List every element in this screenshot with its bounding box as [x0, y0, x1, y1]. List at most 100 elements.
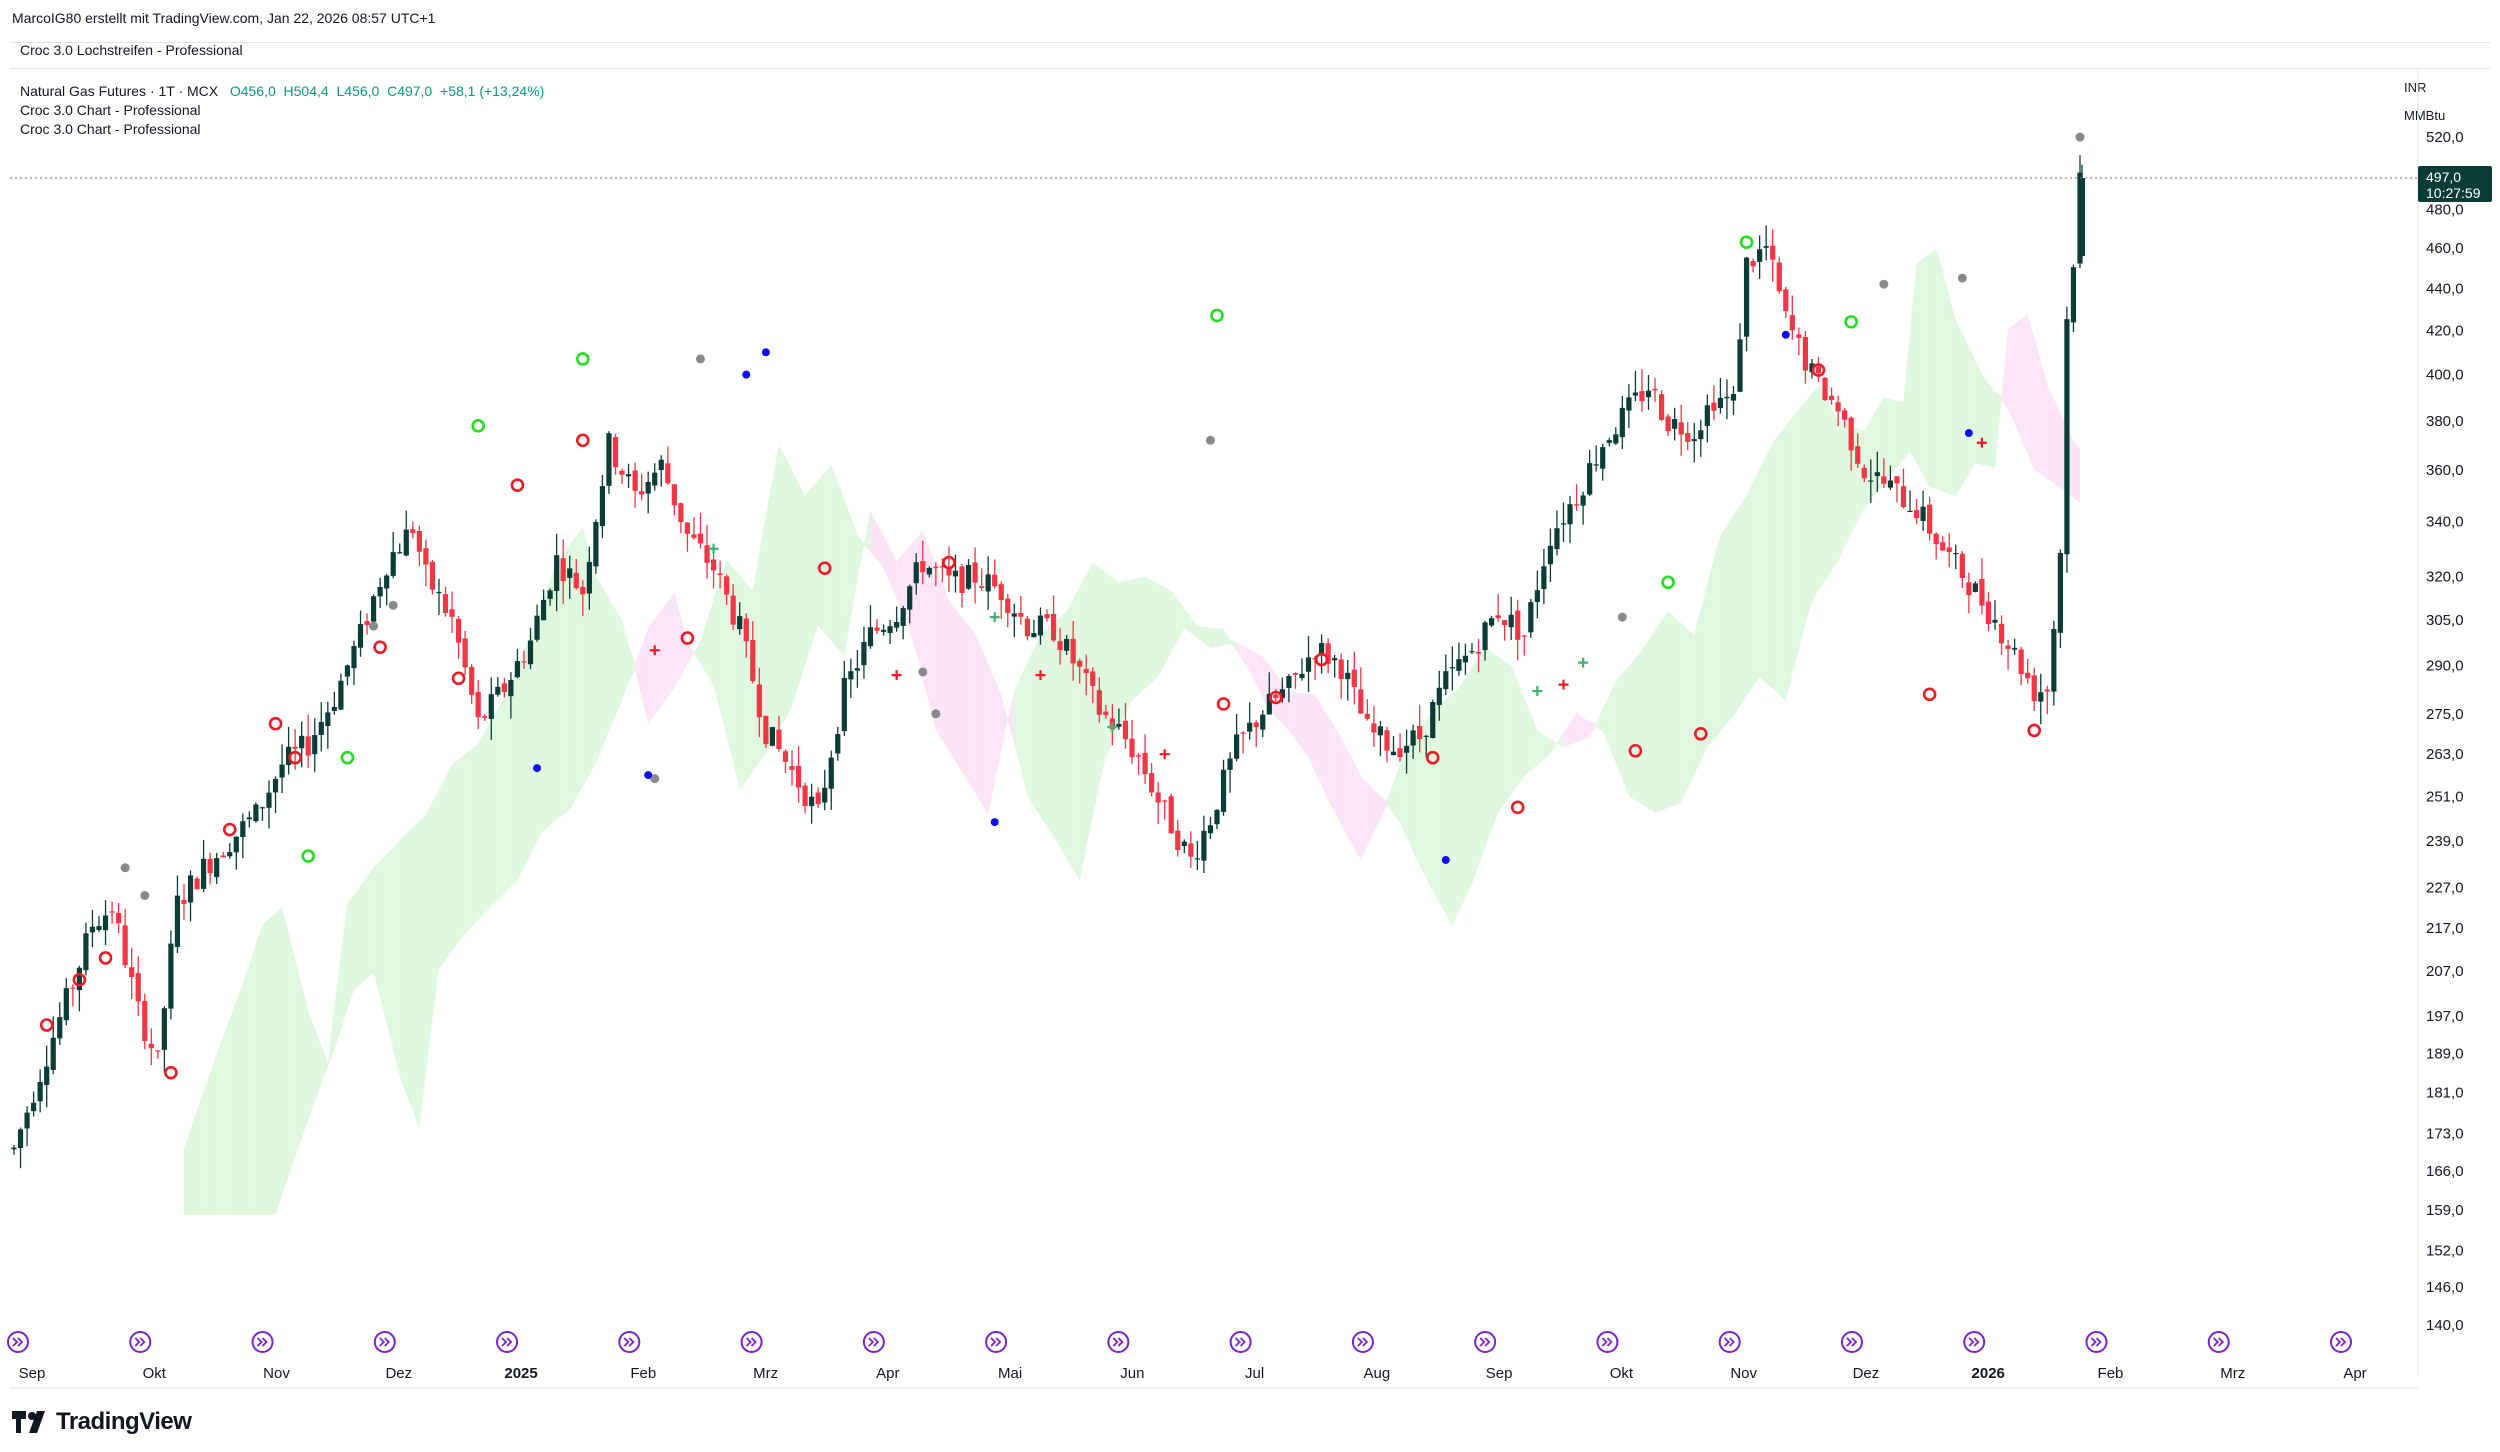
- time-tick-label: Apr: [876, 1365, 899, 1382]
- candle-body: [1227, 758, 1233, 770]
- event-flag-chevrons: [1601, 1337, 1613, 1347]
- event-flag-icon[interactable]: [7, 1331, 29, 1353]
- cloud-segment: [1445, 693, 1453, 926]
- event-flag-icon[interactable]: [862, 1331, 885, 1353]
- candle-body: [469, 666, 475, 695]
- price-tick-label: 207,0: [2426, 963, 2464, 980]
- candle-body: [1789, 315, 1795, 331]
- candle-body: [822, 787, 828, 803]
- event-flag-icon[interactable]: [2207, 1331, 2230, 1353]
- candle-body: [619, 470, 625, 475]
- cloud-segment: [327, 1006, 335, 1067]
- cloud-segment: [406, 827, 413, 1112]
- event-flag-icon[interactable]: [496, 1331, 519, 1353]
- cloud-segment: [1740, 495, 1747, 707]
- ohlc-change: +58,1 (+13,24%): [440, 83, 545, 99]
- event-flag-icon[interactable]: [740, 1331, 763, 1353]
- candle-body: [194, 878, 200, 890]
- red-signal-marker: [98, 951, 113, 965]
- event-flag-icon[interactable]: [618, 1331, 641, 1353]
- event-flag-icon[interactable]: [2330, 1331, 2352, 1353]
- price-tick-label: 400,0: [2426, 367, 2464, 384]
- cloud-segment: [1367, 782, 1374, 846]
- unit-label[interactable]: MMBtu: [2404, 108, 2446, 123]
- event-flag-icon[interactable]: [251, 1331, 274, 1353]
- cloud-segment: [1419, 719, 1427, 878]
- cloud-segment: [916, 530, 923, 679]
- cloud-segment: [1223, 629, 1231, 646]
- candle-body: [155, 1050, 161, 1052]
- candle-body: [835, 734, 841, 754]
- candle-body: [795, 765, 802, 788]
- candle-body: [233, 836, 239, 853]
- plus-marker: [649, 645, 660, 656]
- candle-body: [37, 1082, 43, 1102]
- candle-body: [305, 736, 311, 756]
- candle-body: [181, 899, 187, 904]
- indicator-label-2[interactable]: Croc 3.0 Chart - Professional: [20, 121, 201, 137]
- candle-body: [671, 484, 677, 506]
- candle-body: [1619, 407, 1625, 438]
- event-flag-icon[interactable]: [129, 1331, 152, 1353]
- candle-body: [1508, 614, 1514, 628]
- event-flag-icon[interactable]: [2085, 1331, 2108, 1353]
- time-tick-label: Dez: [385, 1365, 412, 1382]
- candle-body: [1338, 659, 1344, 679]
- candle-body: [1998, 623, 2005, 644]
- cloud-segment: [432, 789, 439, 1020]
- candle-body: [1515, 610, 1521, 640]
- event-icons: [7, 1331, 2352, 1353]
- candle-body: [57, 1017, 63, 1039]
- candle-body: [2064, 319, 2070, 555]
- candle-body: [1613, 434, 1619, 444]
- cloud-segment: [1968, 346, 1976, 475]
- cloud-segment: [1308, 693, 1316, 772]
- event-flag-chevrons: [1968, 1337, 1980, 1347]
- cloud-segment: [1602, 695, 1610, 748]
- event-flag-icon[interactable]: [1963, 1331, 1986, 1353]
- cloud-segment: [1190, 617, 1198, 639]
- candle-body: [1325, 643, 1331, 664]
- cloud-segment: [1687, 629, 1695, 789]
- candle-body: [684, 522, 691, 534]
- candle-body: [697, 533, 704, 544]
- symbol-name[interactable]: Natural Gas Futures · 1T · MCX: [20, 83, 219, 99]
- cloud-segment: [661, 601, 668, 706]
- candle-body: [1443, 671, 1449, 690]
- candle-body: [325, 712, 331, 727]
- event-flag-icon[interactable]: [373, 1331, 396, 1353]
- candle-body: [1822, 377, 1828, 401]
- candle-body: [331, 706, 337, 712]
- candle-body: [2079, 178, 2085, 256]
- cloud-segment: [517, 650, 524, 881]
- cloud-segment: [1393, 764, 1401, 824]
- candle-body: [312, 735, 318, 755]
- candle-body: [1482, 622, 1488, 651]
- currency-label[interactable]: INR: [2404, 80, 2427, 95]
- event-flag-icon[interactable]: [1840, 1331, 1863, 1353]
- cloud-segment: [772, 445, 779, 742]
- cloud-segment: [1825, 397, 1832, 581]
- event-flag-icon[interactable]: [1107, 1331, 1130, 1353]
- event-flag-chevrons: [1479, 1337, 1491, 1347]
- event-flag-icon[interactable]: [1229, 1331, 1252, 1353]
- cloud-segment: [1334, 726, 1342, 825]
- candle-body: [292, 746, 298, 749]
- cloud-segment: [425, 801, 433, 1073]
- candle-body: [227, 852, 233, 857]
- event-flag-icon[interactable]: [1351, 1331, 1374, 1353]
- event-flag-icon[interactable]: [1718, 1331, 1741, 1353]
- time-tick-label: Nov: [1730, 1365, 1757, 1382]
- cloud-segment: [2053, 398, 2061, 488]
- candle-body: [1050, 613, 1057, 641]
- event-flag-icon[interactable]: [1474, 1331, 1497, 1353]
- candle-body: [1292, 673, 1299, 675]
- candle-body: [926, 567, 932, 575]
- event-flag-icon[interactable]: [985, 1331, 1008, 1353]
- candle-body: [429, 561, 436, 590]
- tradingview-logo[interactable]: TradingView: [12, 1408, 192, 1436]
- event-flag-icon[interactable]: [1596, 1331, 1619, 1353]
- time-tick-label: Dez: [1853, 1365, 1880, 1382]
- indicator-label-1[interactable]: Croc 3.0 Chart - Professional: [20, 102, 201, 118]
